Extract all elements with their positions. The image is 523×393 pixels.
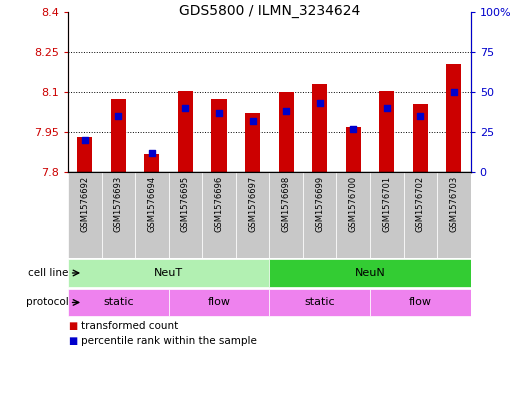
Point (215, 110, 223, 116)
FancyBboxPatch shape (135, 172, 168, 258)
Text: NeuT: NeuT (154, 268, 183, 278)
Bar (245, 113, 260, 172)
Text: GSM1576692: GSM1576692 (80, 176, 89, 232)
Text: percentile rank within the sample: percentile rank within the sample (81, 336, 257, 346)
Text: GSM1576697: GSM1576697 (248, 176, 257, 232)
FancyBboxPatch shape (269, 172, 303, 258)
Text: GSM1576702: GSM1576702 (416, 176, 425, 232)
FancyBboxPatch shape (437, 172, 471, 258)
FancyBboxPatch shape (68, 172, 101, 258)
Text: GSM1576698: GSM1576698 (281, 176, 291, 232)
FancyBboxPatch shape (269, 259, 471, 286)
Bar (413, 104, 428, 172)
Point (248, 118, 257, 124)
FancyBboxPatch shape (404, 172, 437, 258)
Text: GSM1576696: GSM1576696 (214, 176, 223, 232)
FancyBboxPatch shape (336, 172, 370, 258)
Point (315, 100, 324, 106)
Text: static: static (103, 298, 134, 307)
FancyBboxPatch shape (101, 172, 135, 258)
Text: cell line: cell line (28, 268, 69, 278)
FancyBboxPatch shape (168, 289, 269, 316)
Point (181, 105, 190, 111)
Point (147, 149, 156, 156)
Text: GSM1576700: GSM1576700 (349, 176, 358, 232)
Text: GSM1576694: GSM1576694 (147, 176, 156, 232)
Point (282, 108, 290, 114)
Point (349, 125, 357, 132)
Text: flow: flow (409, 298, 432, 307)
Text: transformed count: transformed count (81, 321, 178, 331)
Text: GSM1576693: GSM1576693 (114, 176, 123, 232)
Text: static: static (304, 298, 335, 307)
Text: GSM1576695: GSM1576695 (181, 176, 190, 232)
Bar (77, 137, 93, 172)
FancyBboxPatch shape (370, 289, 471, 316)
Text: ■: ■ (68, 336, 77, 346)
Bar (346, 127, 361, 172)
Text: GDS5800 / ILMN_3234624: GDS5800 / ILMN_3234624 (179, 4, 360, 18)
Text: ■: ■ (68, 321, 77, 331)
FancyBboxPatch shape (68, 259, 269, 286)
Text: flow: flow (208, 298, 231, 307)
Bar (279, 92, 294, 172)
Bar (211, 99, 226, 172)
Bar (144, 154, 160, 172)
Text: GSM1576701: GSM1576701 (382, 176, 391, 232)
FancyBboxPatch shape (236, 172, 269, 258)
FancyBboxPatch shape (68, 289, 168, 316)
FancyBboxPatch shape (168, 172, 202, 258)
Point (416, 113, 425, 119)
Point (450, 89, 458, 95)
Point (81, 137, 89, 143)
Text: GSM1576703: GSM1576703 (449, 176, 459, 232)
FancyBboxPatch shape (370, 172, 404, 258)
FancyBboxPatch shape (202, 172, 236, 258)
Text: protocol: protocol (26, 298, 69, 307)
Point (114, 113, 122, 119)
Bar (446, 64, 461, 172)
Bar (379, 91, 394, 172)
Text: NeuN: NeuN (355, 268, 385, 278)
FancyBboxPatch shape (303, 172, 336, 258)
FancyBboxPatch shape (269, 289, 370, 316)
Bar (111, 99, 126, 172)
Text: GSM1576699: GSM1576699 (315, 176, 324, 232)
Point (383, 105, 391, 111)
Bar (178, 90, 193, 172)
Bar (312, 84, 327, 172)
